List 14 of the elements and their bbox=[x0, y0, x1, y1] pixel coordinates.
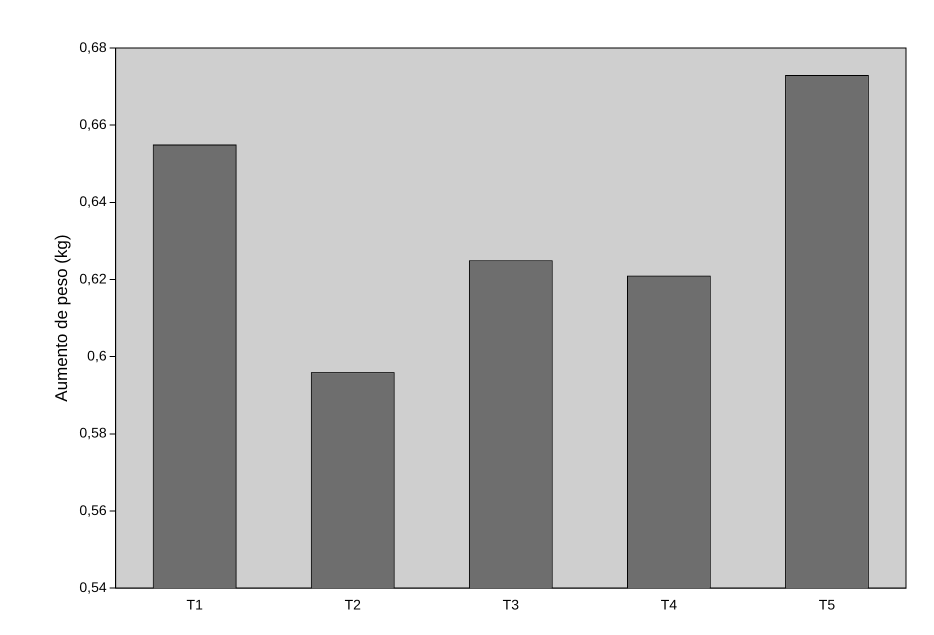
y-tick-label: 0,56 bbox=[79, 502, 107, 518]
y-tick-label: 0,62 bbox=[79, 270, 107, 286]
y-tick-label: 0,58 bbox=[79, 424, 107, 441]
x-tick-label: T2 bbox=[344, 596, 362, 612]
y-tick-label: 0,54 bbox=[79, 579, 107, 596]
x-tick-label: T3 bbox=[502, 596, 520, 612]
x-tick-label: T1 bbox=[186, 596, 204, 612]
x-tick-label: T4 bbox=[660, 596, 678, 612]
x-tick-label: T5 bbox=[818, 596, 836, 612]
y-tick-label: 0,64 bbox=[79, 193, 107, 210]
y-tick-label: 0,6 bbox=[87, 348, 107, 364]
y-tick-label: 0,66 bbox=[79, 116, 107, 132]
y-tick-label: 0,68 bbox=[79, 38, 107, 55]
y-axis-title: Aumento de peso (kg) bbox=[52, 234, 71, 402]
